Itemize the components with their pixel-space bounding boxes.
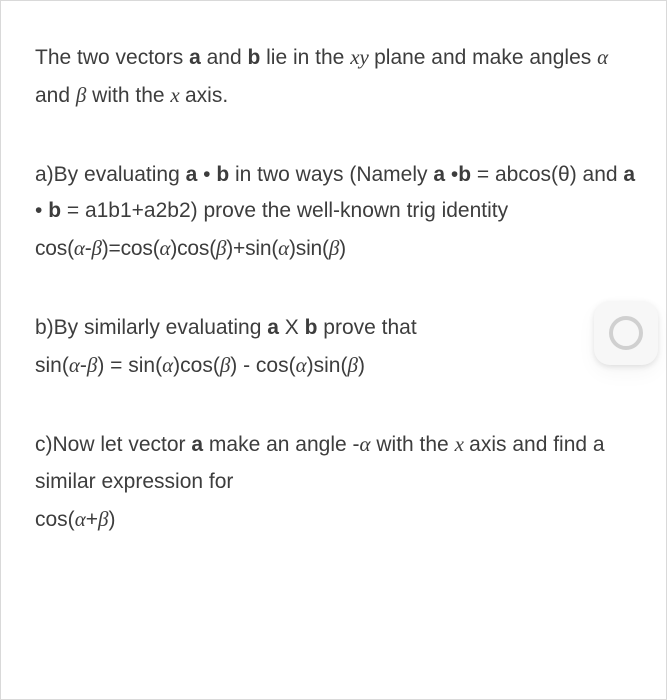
- vector-a: a: [191, 433, 203, 456]
- part-c-text: with the: [371, 433, 455, 456]
- alpha: α: [69, 353, 80, 377]
- vector-b: b: [458, 163, 471, 186]
- beta: β: [329, 236, 339, 260]
- intro-text: with the: [86, 84, 170, 107]
- f: -: [80, 354, 87, 377]
- f: ): [108, 508, 115, 531]
- intro-text: The two vectors: [35, 46, 189, 69]
- part-a-formula: cos(α-β)=cos(α)cos(β)+sin(α)sin(β): [35, 237, 346, 260]
- beta: β: [347, 353, 357, 377]
- alpha: α: [296, 353, 307, 377]
- vector-a: a: [433, 163, 445, 186]
- intro-paragraph: The two vectors a and b lie in the xy pl…: [35, 39, 636, 115]
- dot-operator: •: [35, 199, 48, 222]
- angle-beta: β: [76, 83, 86, 107]
- part-a-text: = abcos(θ) and: [471, 163, 623, 186]
- part-c-formula: cos(α+β): [35, 508, 115, 531]
- f: cos(: [35, 508, 75, 531]
- dot-operator: •: [445, 163, 458, 186]
- vector-a: a: [623, 163, 635, 186]
- intro-text: and: [201, 46, 248, 69]
- xy-plane: xy: [350, 45, 374, 69]
- part-c-text: make an angle -: [203, 433, 359, 456]
- f: sin(: [35, 354, 69, 377]
- beta: β: [87, 353, 97, 377]
- x-axis: x: [455, 432, 470, 456]
- part-b-text: prove that: [317, 316, 416, 339]
- f: -: [85, 237, 92, 260]
- vector-b: b: [48, 199, 61, 222]
- alpha: α: [162, 353, 173, 377]
- vector-b: b: [216, 163, 229, 186]
- part-c-text: c)Now let vector: [35, 433, 191, 456]
- f: )+sin(: [226, 237, 278, 260]
- cross-operator: X: [279, 316, 305, 339]
- f: )sin(: [307, 354, 348, 377]
- beta: β: [98, 507, 108, 531]
- part-a-text: = a1b1+a2b2) prove the well-known trig i…: [61, 199, 508, 222]
- vector-b: b: [247, 46, 260, 69]
- part-a-text: in two ways (Namely: [229, 163, 433, 186]
- f: ): [339, 237, 346, 260]
- vector-a: a: [186, 163, 198, 186]
- part-a-text: a)By evaluating: [35, 163, 186, 186]
- x-axis: x: [170, 83, 185, 107]
- f: ) - cos(: [230, 354, 295, 377]
- f: ): [358, 354, 365, 377]
- angle-alpha: α: [597, 45, 608, 69]
- f: )cos(: [170, 237, 216, 260]
- f: +: [86, 508, 98, 531]
- part-b-paragraph: b)By similarly evaluating a X b prove th…: [35, 310, 636, 385]
- intro-text: and: [35, 84, 76, 107]
- f: ) = sin(: [97, 354, 162, 377]
- part-c-paragraph: c)Now let vector a make an angle -α with…: [35, 426, 636, 538]
- vector-a: a: [267, 316, 279, 339]
- f: )=cos(: [102, 237, 160, 260]
- alpha: α: [278, 236, 289, 260]
- alpha: α: [75, 507, 86, 531]
- part-b-text: b)By similarly evaluating: [35, 316, 267, 339]
- alpha: α: [160, 236, 171, 260]
- circle-icon: [609, 316, 643, 350]
- angle-alpha: α: [360, 432, 371, 456]
- intro-text: plane and make angles: [374, 46, 597, 69]
- vector-b: b: [305, 316, 318, 339]
- floating-action-button[interactable]: [594, 301, 658, 365]
- intro-text: lie in the: [260, 46, 350, 69]
- intro-text: axis.: [185, 84, 228, 107]
- vector-a: a: [189, 46, 201, 69]
- f: )cos(: [173, 354, 220, 377]
- dot-operator: •: [197, 163, 216, 186]
- part-a-paragraph: a)By evaluating a • b in two ways (Namel…: [35, 157, 636, 268]
- beta: β: [216, 236, 226, 260]
- part-b-formula: sin(α-β) = sin(α)cos(β) - cos(α)sin(β): [35, 354, 365, 377]
- problem-page: The two vectors a and b lie in the xy pl…: [0, 0, 667, 700]
- f: cos(: [35, 237, 74, 260]
- beta: β: [92, 236, 102, 260]
- alpha: α: [74, 236, 85, 260]
- f: )sin(: [289, 237, 329, 260]
- beta: β: [220, 353, 230, 377]
